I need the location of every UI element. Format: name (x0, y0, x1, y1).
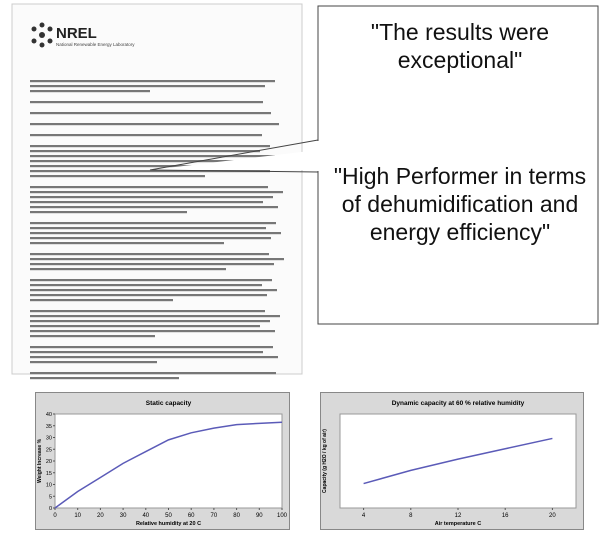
y-tick-label: 5 (49, 494, 52, 500)
text-line (30, 372, 276, 374)
x-tick-label: 16 (502, 513, 509, 519)
text-line (30, 335, 155, 337)
text-line (30, 268, 226, 270)
page: NREL National Renewable Energy Laborator… (0, 0, 606, 533)
logo-text: NREL (56, 25, 97, 42)
y-tick-label: 30 (46, 436, 52, 442)
x-tick-label: 20 (549, 513, 556, 519)
text-line (30, 351, 263, 353)
chart-title: Dynamic capacity at 60 % relative humidi… (392, 400, 525, 407)
text-line (30, 145, 270, 147)
organization: National Renewable Energy Laboratory (56, 42, 135, 47)
x-axis-label: Air temperature C (435, 521, 481, 527)
text-line (30, 123, 279, 125)
x-tick-label: 30 (120, 513, 127, 519)
x-tick-label: 10 (74, 513, 81, 519)
text-line (30, 284, 262, 286)
text-line (30, 101, 263, 103)
chart: Dynamic capacity at 60 % relative humidi… (320, 392, 584, 530)
y-axis-label: Capacity (g H2O / kg of air) (322, 429, 328, 493)
chart-title: Static capacity (146, 400, 192, 407)
y-tick-label: 35 (46, 424, 52, 430)
text-line (30, 299, 173, 301)
text-line (30, 356, 278, 358)
x-tick-label: 90 (256, 513, 263, 519)
text-line (30, 361, 157, 363)
y-tick-label: 20 (46, 459, 52, 465)
text-line (30, 310, 265, 312)
text-line (30, 85, 265, 87)
text-line (30, 232, 281, 234)
text-line (30, 294, 267, 296)
text-line (30, 279, 272, 281)
letter-page (12, 4, 302, 374)
y-tick-label: 10 (46, 483, 52, 489)
text-line (30, 258, 284, 260)
x-tick-label: 50 (165, 513, 172, 519)
text-line (30, 201, 263, 203)
x-axis-label: Relative humidity at 20 C (136, 521, 201, 527)
text-line (30, 175, 205, 177)
plot-area (340, 414, 576, 508)
x-tick-label: 70 (211, 513, 218, 519)
text-line (30, 242, 224, 244)
y-axis-label: Weight Increase % (37, 438, 43, 483)
text-line (30, 227, 266, 229)
y-tick-label: 15 (46, 471, 52, 477)
x-tick-label: 20 (97, 513, 104, 519)
text-line (30, 289, 277, 291)
text-line (30, 150, 260, 152)
text-line (30, 155, 275, 157)
text-line (30, 330, 275, 332)
chart: Static capacity Relative humidity at 20 C… (35, 392, 290, 530)
text-line (30, 134, 262, 136)
text-line (30, 377, 179, 379)
y-tick-label: 25 (46, 447, 52, 453)
x-tick-label: 60 (188, 513, 195, 519)
y-tick-label: 0 (49, 506, 52, 512)
quote: "The results were exceptional" (325, 18, 595, 74)
x-tick-label: 80 (233, 513, 240, 519)
y-tick-label: 40 (46, 412, 52, 418)
x-tick-label: 12 (455, 513, 462, 519)
text-line (30, 253, 269, 255)
text-line (30, 80, 275, 82)
text-line (30, 191, 283, 193)
text-line (30, 222, 276, 224)
text-line (30, 206, 278, 208)
text-line (30, 112, 271, 114)
text-line (30, 320, 270, 322)
text-line (30, 90, 150, 92)
callout-joint (317, 141, 320, 171)
text-line (30, 211, 187, 213)
x-tick-label: 40 (142, 513, 149, 519)
text-line (30, 325, 260, 327)
x-tick-label: 100 (277, 513, 288, 519)
text-line (30, 237, 271, 239)
plot-area (55, 414, 282, 508)
quote: "High Performer in terms of dehumidifica… (325, 162, 595, 246)
text-line (30, 263, 274, 265)
text-line (30, 186, 268, 188)
text-line (30, 346, 273, 348)
text-line (30, 315, 280, 317)
text-line (30, 196, 273, 198)
